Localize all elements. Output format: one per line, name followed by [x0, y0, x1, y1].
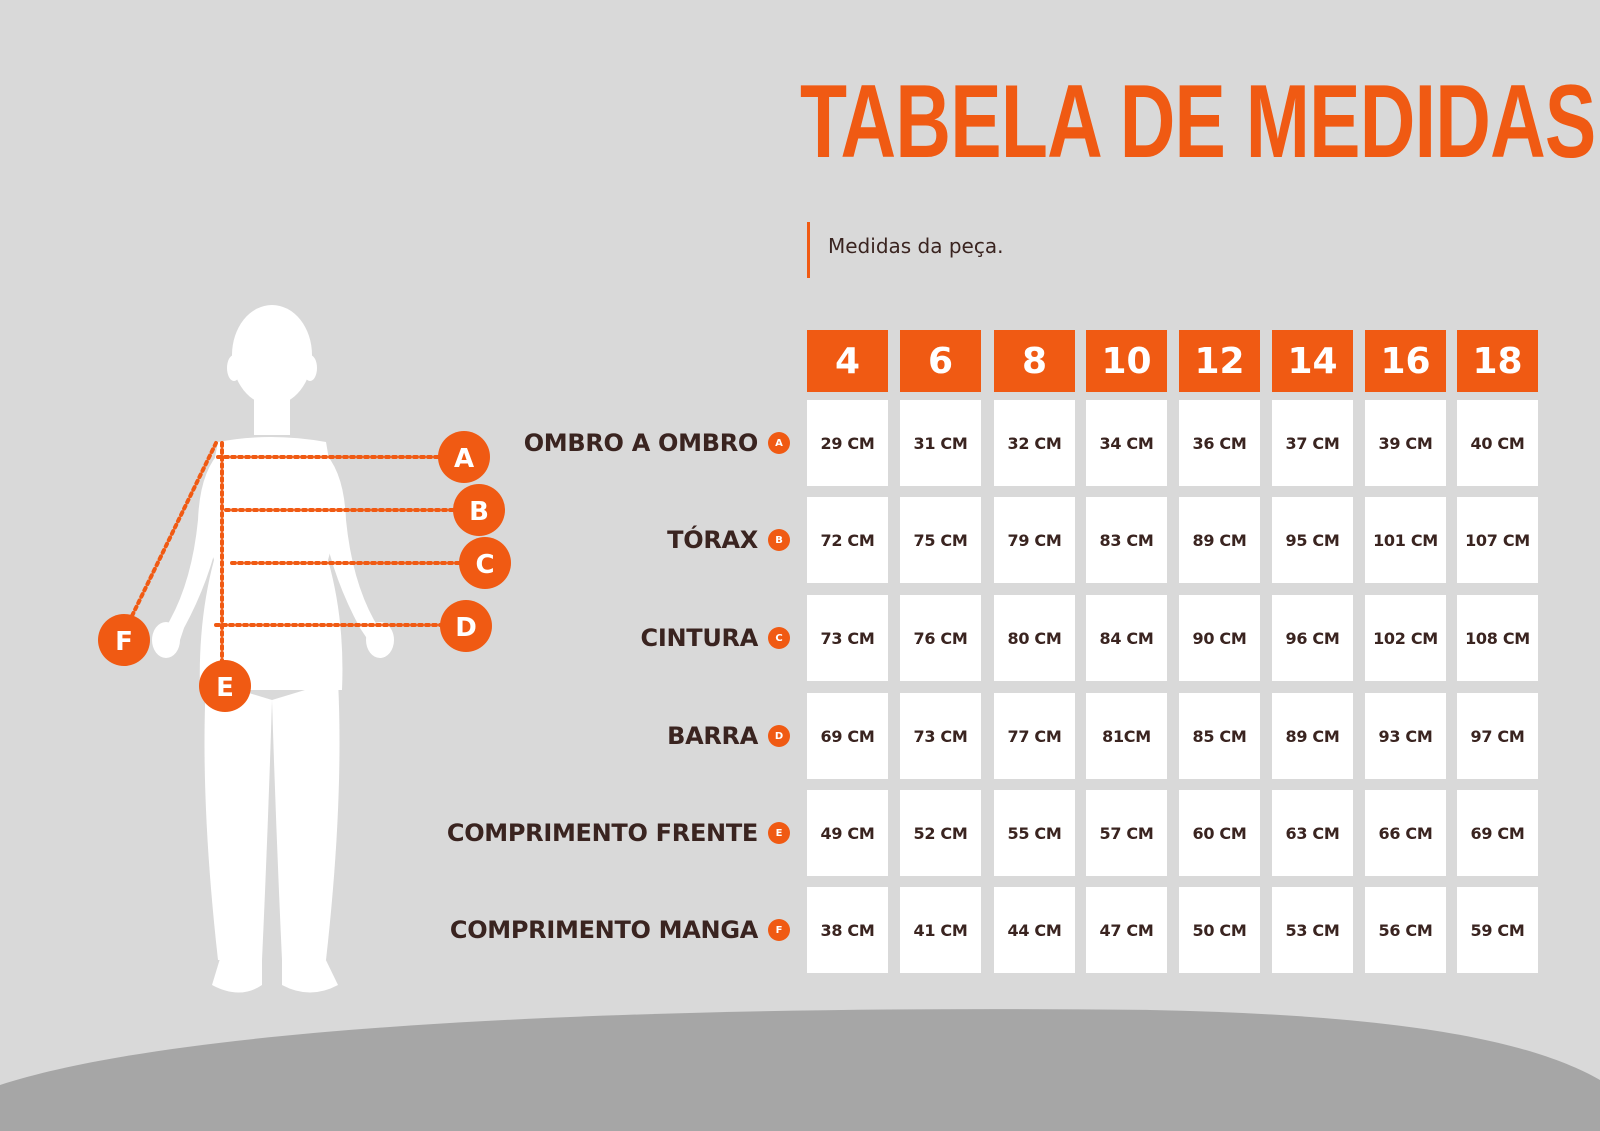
marker-c-label: C	[475, 550, 494, 580]
table-cell: 72 CM	[807, 497, 888, 583]
size-header-12: 12	[1179, 330, 1260, 392]
table-cell: 75 CM	[900, 497, 981, 583]
table-cell: 49 CM	[807, 790, 888, 876]
marker-c: C	[459, 537, 511, 589]
table-cell: 73 CM	[900, 693, 981, 779]
table-cell: 63 CM	[1272, 790, 1353, 876]
table-cell: 50 CM	[1179, 887, 1260, 973]
size-header-16: 16	[1365, 330, 1446, 392]
table-cell: 95 CM	[1272, 497, 1353, 583]
measurement-guides	[128, 441, 462, 672]
table-cell: 90 CM	[1179, 595, 1260, 681]
table-cell: 96 CM	[1272, 595, 1353, 681]
subtitle: Medidas da peça.	[828, 234, 1004, 258]
row-badge: D	[768, 725, 790, 747]
row-label-text: TÓRAX	[667, 526, 758, 554]
table-cell: 31 CM	[900, 400, 981, 486]
table-cell: 41 CM	[900, 887, 981, 973]
row-badge: C	[768, 627, 790, 649]
marker-a-label: A	[454, 444, 474, 474]
size-header-4: 4	[807, 330, 888, 392]
table-cell: 69 CM	[1457, 790, 1538, 876]
table-cell: 89 CM	[1272, 693, 1353, 779]
size-header-18: 18	[1457, 330, 1538, 392]
table-cell: 40 CM	[1457, 400, 1538, 486]
table-cell: 66 CM	[1365, 790, 1446, 876]
table-cell: 73 CM	[807, 595, 888, 681]
row-badge: A	[768, 432, 790, 454]
table-cell: 80 CM	[994, 595, 1075, 681]
table-cell: 83 CM	[1086, 497, 1167, 583]
marker-b-label: B	[469, 497, 489, 527]
marker-d-label: D	[455, 613, 477, 643]
table-cell: 89 CM	[1179, 497, 1260, 583]
table-cell: 102 CM	[1365, 595, 1446, 681]
row-label-text: COMPRIMENTO MANGA	[449, 916, 758, 944]
marker-f: F	[98, 614, 150, 666]
size-header-10: 10	[1086, 330, 1167, 392]
row-label-text: COMPRIMENTO FRENTE	[446, 819, 758, 847]
table-cell: 101 CM	[1365, 497, 1446, 583]
row-label-comprimento-frente: COMPRIMENTO FRENTE E	[447, 818, 790, 848]
marker-b: B	[453, 484, 505, 536]
table-cell: 38 CM	[807, 887, 888, 973]
row-label-barra: BARRA D	[667, 721, 790, 751]
table-cell: 107 CM	[1457, 497, 1538, 583]
row-label-text: CINTURA	[640, 624, 759, 652]
row-label-torax: TÓRAX B	[667, 525, 790, 555]
size-header-14: 14	[1272, 330, 1353, 392]
table-cell: 37 CM	[1272, 400, 1353, 486]
marker-e-label: E	[216, 673, 234, 703]
row-label-text: BARRA	[667, 722, 758, 750]
table-cell: 44 CM	[994, 887, 1075, 973]
table-cell: 76 CM	[900, 595, 981, 681]
table-cell: 59 CM	[1457, 887, 1538, 973]
table-cell: 79 CM	[994, 497, 1075, 583]
size-header-6: 6	[900, 330, 981, 392]
table-cell: 77 CM	[994, 693, 1075, 779]
table-cell: 69 CM	[807, 693, 888, 779]
row-badge: F	[768, 919, 790, 941]
table-cell: 52 CM	[900, 790, 981, 876]
row-label-cintura: CINTURA C	[641, 623, 790, 653]
marker-e: E	[199, 660, 251, 712]
marker-f-label: F	[115, 627, 133, 657]
table-cell: 81CM	[1086, 693, 1167, 779]
table-cell: 56 CM	[1365, 887, 1446, 973]
page-title: TABELA DE MEDIDAS	[800, 64, 1596, 180]
subtitle-accent-bar	[807, 222, 810, 278]
table-cell: 55 CM	[994, 790, 1075, 876]
table-cell: 36 CM	[1179, 400, 1260, 486]
table-cell: 93 CM	[1365, 693, 1446, 779]
table-cell: 60 CM	[1179, 790, 1260, 876]
table-cell: 53 CM	[1272, 887, 1353, 973]
table-cell: 84 CM	[1086, 595, 1167, 681]
row-label-comprimento-manga: COMPRIMENTO MANGA F	[450, 915, 790, 945]
body-silhouette-figure: A B C D E F	[98, 305, 511, 993]
row-badge: B	[768, 529, 790, 551]
marker-a: A	[438, 431, 490, 483]
row-label-ombro-a-ombro: OMBRO A OMBRO A	[524, 428, 790, 458]
table-cell: 108 CM	[1457, 595, 1538, 681]
table-cell: 57 CM	[1086, 790, 1167, 876]
table-cell: 85 CM	[1179, 693, 1260, 779]
table-cell: 39 CM	[1365, 400, 1446, 486]
table-cell: 97 CM	[1457, 693, 1538, 779]
table-cell: 34 CM	[1086, 400, 1167, 486]
table-cell: 47 CM	[1086, 887, 1167, 973]
body-silhouette	[152, 305, 394, 993]
row-badge: E	[768, 822, 790, 844]
row-label-text: OMBRO A OMBRO	[523, 429, 759, 457]
size-header-8: 8	[994, 330, 1075, 392]
table-cell: 29 CM	[807, 400, 888, 486]
marker-d: D	[440, 600, 492, 652]
table-cell: 32 CM	[994, 400, 1075, 486]
